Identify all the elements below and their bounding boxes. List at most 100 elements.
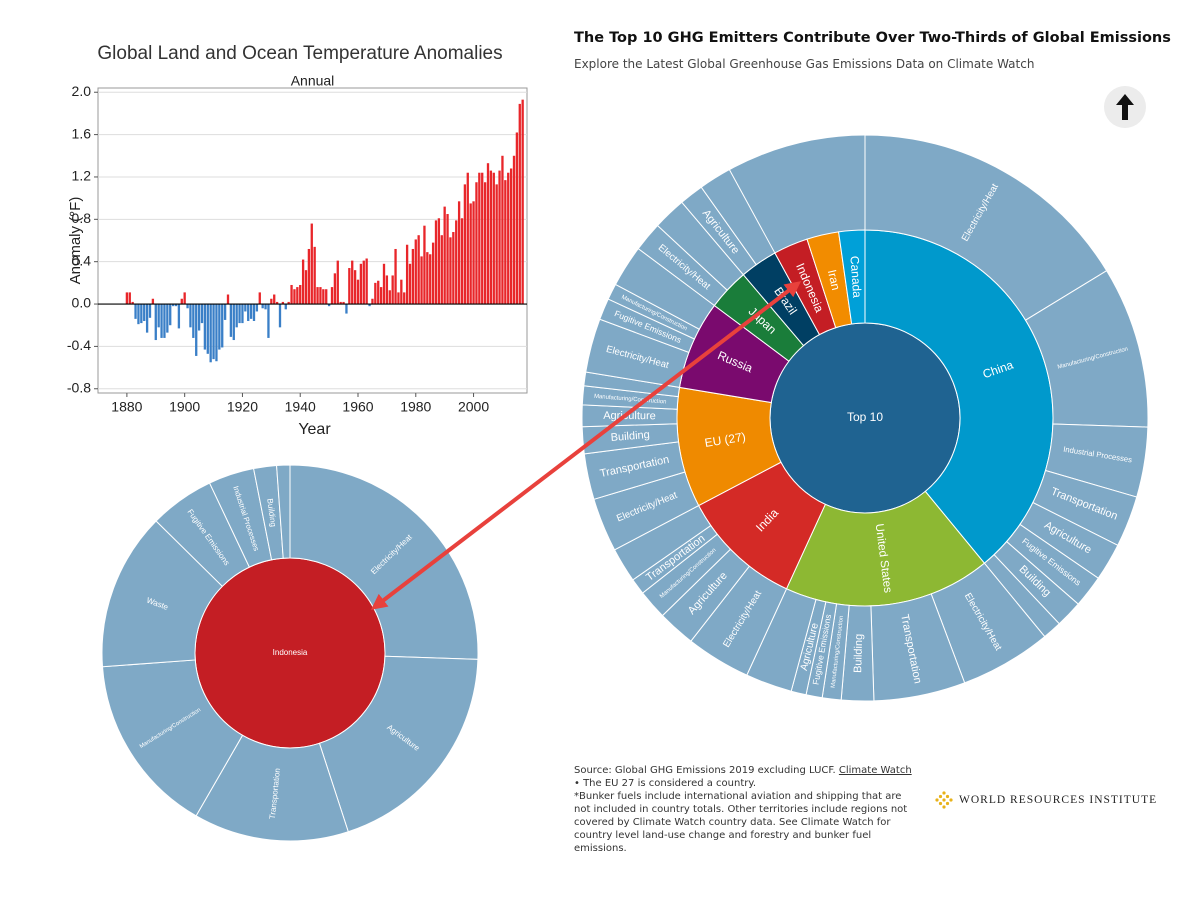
segment xyxy=(101,520,224,668)
bar xyxy=(498,170,501,305)
bar xyxy=(145,304,149,333)
bar xyxy=(420,256,423,305)
bar xyxy=(313,246,316,305)
bar xyxy=(356,279,360,305)
bar xyxy=(365,258,368,305)
x-axis-label: Year xyxy=(298,421,331,438)
bar xyxy=(316,287,319,305)
scroll-top-button[interactable] xyxy=(1104,86,1146,128)
up-arrow-icon[interactable] xyxy=(1116,94,1134,120)
bar xyxy=(192,304,195,338)
bar xyxy=(452,232,455,305)
bar xyxy=(195,304,198,356)
bar xyxy=(169,304,172,326)
bar xyxy=(252,304,256,321)
bar xyxy=(255,304,259,312)
logo-emblem xyxy=(935,791,953,809)
bar xyxy=(371,298,374,305)
bar xyxy=(460,218,464,305)
x-tick-label: 1960 xyxy=(342,399,373,415)
bar xyxy=(391,275,394,305)
source-note: Source: Global GHG Emissions 2019 exclud… xyxy=(574,764,919,855)
segment-label: Canada xyxy=(847,255,864,298)
source-text: • The EU 27 is considered a country. xyxy=(574,778,757,789)
bar xyxy=(284,304,287,310)
bar xyxy=(206,304,209,354)
bar xyxy=(128,292,131,305)
bar xyxy=(483,182,487,305)
bar xyxy=(385,275,389,305)
bar xyxy=(521,99,524,305)
bar xyxy=(171,304,175,307)
bar xyxy=(281,301,285,305)
bar xyxy=(397,292,400,305)
bar xyxy=(408,263,412,305)
bar xyxy=(163,304,166,338)
bar xyxy=(134,304,137,319)
x-tick-label: 1940 xyxy=(285,399,316,415)
bar xyxy=(238,304,241,324)
bar xyxy=(440,235,443,305)
y-tick-label: 0.0 xyxy=(72,295,92,311)
bar xyxy=(154,304,157,341)
bar xyxy=(507,172,510,305)
bar xyxy=(183,292,186,305)
bar xyxy=(466,172,469,305)
y-tick-label: 0.8 xyxy=(72,210,92,226)
bar xyxy=(362,260,365,305)
bar xyxy=(342,301,345,305)
bar xyxy=(322,289,325,305)
source-link[interactable]: Climate Watch xyxy=(838,765,912,776)
bar xyxy=(143,304,146,321)
bar xyxy=(330,287,334,305)
bar xyxy=(174,304,178,307)
bar xyxy=(261,304,264,309)
bar xyxy=(411,248,415,305)
bar xyxy=(319,287,322,305)
bar xyxy=(486,163,490,305)
y-tick-label: 1.6 xyxy=(72,125,92,141)
bar xyxy=(125,292,129,305)
y-tick-label: -0.4 xyxy=(67,337,91,353)
bar xyxy=(229,304,233,337)
segment-label: Building xyxy=(265,498,278,527)
bar xyxy=(258,292,261,305)
bar xyxy=(244,304,247,312)
segment-label: Building xyxy=(852,634,865,673)
bar xyxy=(353,270,357,305)
bar xyxy=(492,172,495,305)
bar xyxy=(478,172,481,305)
bar xyxy=(518,103,521,305)
bar xyxy=(509,168,513,305)
bar xyxy=(203,304,207,350)
bar xyxy=(241,304,244,324)
bar xyxy=(489,170,493,305)
bar xyxy=(431,242,435,305)
bar xyxy=(180,298,183,305)
bar xyxy=(501,155,504,305)
bar xyxy=(339,301,342,305)
bar xyxy=(333,273,337,305)
bar xyxy=(264,304,267,310)
bar xyxy=(186,304,189,309)
bar xyxy=(226,294,230,305)
bar xyxy=(351,260,354,305)
bar xyxy=(423,225,426,305)
connector-arrow xyxy=(370,281,802,610)
bar xyxy=(394,248,397,305)
bar xyxy=(515,132,519,305)
bar xyxy=(218,304,221,350)
bar xyxy=(273,294,276,305)
bar xyxy=(472,201,475,305)
bar xyxy=(296,287,299,305)
bar xyxy=(275,301,279,305)
x-tick-label: 1880 xyxy=(111,399,142,415)
bar xyxy=(307,248,311,305)
footnote: *Bunker fuels include international avia… xyxy=(574,791,908,854)
bar xyxy=(209,304,212,363)
bar xyxy=(151,298,155,305)
bar xyxy=(368,304,371,307)
bar xyxy=(160,304,163,338)
bar xyxy=(336,260,339,305)
y-tick-label: -0.8 xyxy=(67,379,91,395)
